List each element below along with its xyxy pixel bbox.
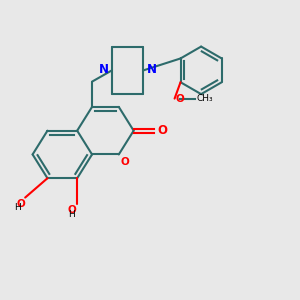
Text: N: N: [99, 63, 109, 76]
Text: H: H: [14, 203, 21, 212]
Text: H: H: [68, 210, 74, 219]
Text: O: O: [176, 94, 184, 103]
Text: O: O: [68, 205, 76, 215]
Text: O: O: [16, 199, 25, 209]
Text: N: N: [146, 63, 156, 76]
Text: O: O: [158, 124, 167, 137]
Text: O: O: [121, 157, 130, 167]
Text: CH₃: CH₃: [196, 94, 213, 103]
